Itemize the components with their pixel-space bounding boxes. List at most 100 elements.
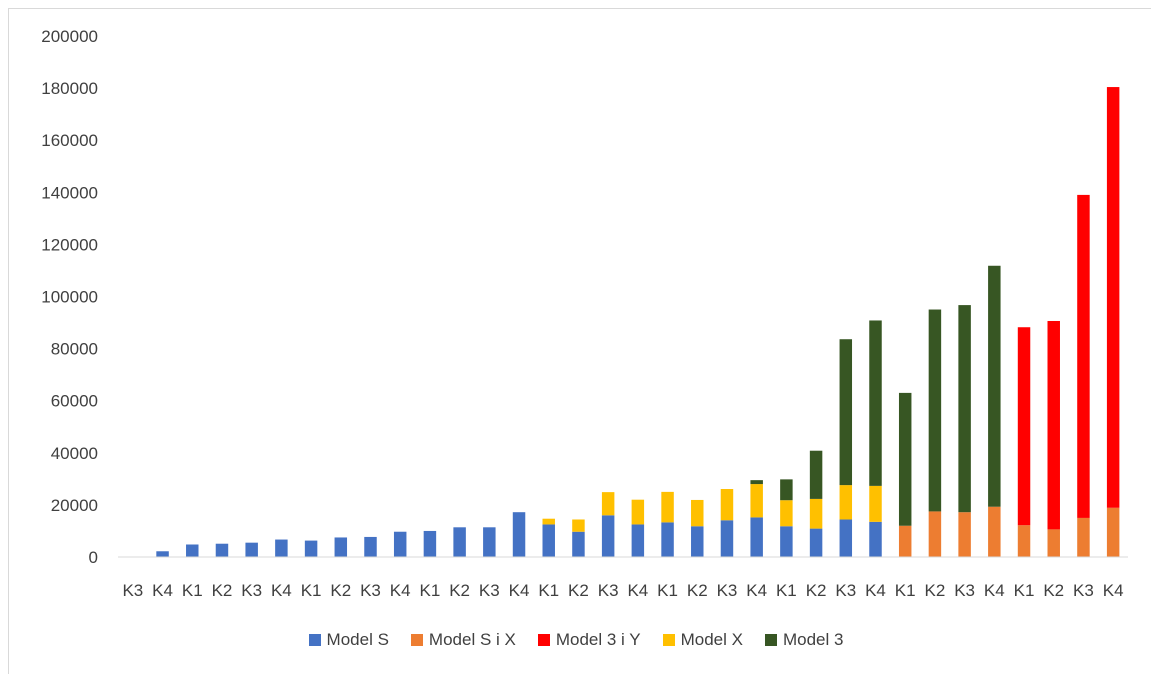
bar-segment-model-3 <box>958 305 971 513</box>
bar-segment-model-3 <box>898 392 912 526</box>
x-tick-label: K4 <box>627 581 648 600</box>
legend-swatch <box>764 634 777 646</box>
x-tick-label: K2 <box>568 581 589 600</box>
bar-segment-model-s <box>364 536 377 557</box>
x-tick-label: K4 <box>509 581 530 600</box>
bar-segment-model-s <box>780 526 793 557</box>
bar-segment-model-s-i-x <box>988 506 1001 557</box>
bar-segment-model-3 <box>928 309 942 512</box>
bar-segment-model-3 <box>750 480 763 485</box>
bar-segment-model-x <box>839 485 853 520</box>
bar-segment-model-s-i-x <box>1077 517 1090 557</box>
bar-segment-model-x <box>720 489 734 521</box>
x-tick-label: K4 <box>152 581 173 600</box>
x-tick-label: K1 <box>657 581 678 600</box>
x-tick-label: K3 <box>598 581 619 600</box>
bar-segment-model-x <box>542 518 555 525</box>
y-tick-label: 140000 <box>41 183 98 202</box>
bar-segment-model-s <box>512 512 526 557</box>
x-tick-label: K4 <box>746 581 767 600</box>
legend-item: Model S <box>308 630 389 650</box>
x-tick-label: K3 <box>717 581 738 600</box>
x-tick-label: K1 <box>776 581 797 600</box>
bar-segment-model-3-i-y <box>1017 327 1031 526</box>
bar-segment-model-3 <box>839 339 853 486</box>
bar-segment-model-x <box>780 500 793 527</box>
bar-segment-model-s <box>334 537 348 557</box>
bar-segment-model-s <box>453 527 466 557</box>
x-axis: K3 K4 K1 K2 K3 K4 K1 K2 K3 K4 K1 K2 K3 K4 K1 K2 K3 K4 K1 K2… <box>118 556 1128 600</box>
bar-segment-model-s <box>304 540 318 557</box>
legend-label: Model S i X <box>428 630 516 649</box>
x-tick-label: K3 <box>1073 581 1094 600</box>
bar-segment-model-s <box>245 542 258 557</box>
y-tick-label: 0 <box>89 548 98 567</box>
bar-segment-model-3 <box>869 320 882 486</box>
y-tick-label: 40000 <box>51 444 98 463</box>
legend-swatch <box>537 634 550 646</box>
bar-segment-model-s <box>215 543 229 557</box>
legend-swatch <box>662 634 675 646</box>
x-tick-label: K1 <box>182 581 203 600</box>
x-tick-label: K1 <box>301 581 322 600</box>
x-tick-label: K2 <box>449 581 470 600</box>
bars <box>156 87 1120 557</box>
bar-segment-model-3-i-y <box>1077 194 1090 518</box>
y-tick-label: 180000 <box>41 79 98 98</box>
legend-label: Model 3 <box>782 630 844 649</box>
x-tick-label: K2 <box>806 581 827 600</box>
legend-item: Model 3 <box>764 630 844 650</box>
bar-segment-model-3 <box>988 265 1001 507</box>
x-tick-label: K3 <box>122 581 143 600</box>
bar-segment-model-3 <box>780 479 793 501</box>
legend-item: Model 3 i Y <box>537 630 641 650</box>
x-tick-label: K4 <box>390 581 411 600</box>
x-tick-label: K1 <box>420 581 441 600</box>
bar-segment-model-s-i-x <box>928 511 942 557</box>
bar-segment-model-x <box>809 498 823 529</box>
bar-segment-model-s <box>572 531 585 557</box>
legend-label: Model 3 i Y <box>555 630 641 649</box>
y-tick-label: 200000 <box>41 27 98 46</box>
bar-segment-model-x <box>661 491 674 523</box>
bar-segment-model-s <box>839 519 853 557</box>
y-tick-label: 80000 <box>51 340 98 359</box>
bar-segment-model-x <box>572 519 585 532</box>
bar-segment-model-s <box>275 539 288 557</box>
bar-segment-model-s <box>423 530 437 557</box>
x-tick-label: K2 <box>687 581 708 600</box>
legend-item: Model S i X <box>410 630 516 650</box>
x-tick-label: K4 <box>984 581 1005 600</box>
bar-segment-model-3-i-y <box>1047 320 1060 530</box>
bar-segment-model-s <box>542 524 555 557</box>
x-tick-label: K1 <box>895 581 916 600</box>
bar-segment-model-3 <box>809 450 823 499</box>
bar-segment-model-s <box>156 551 169 557</box>
y-tick-label: 20000 <box>51 496 98 515</box>
bar-segment-model-s <box>869 521 882 557</box>
bar-segment-model-s-i-x <box>958 512 971 557</box>
bar-segment-model-s <box>720 520 734 557</box>
y-axis: 0 20000 40000 60000 80000 100000 120000 140000 1… <box>41 27 98 567</box>
bar-segment-model-s <box>186 544 199 557</box>
bar-segment-model-s-i-x <box>1047 529 1060 557</box>
x-tick-label: K2 <box>1043 581 1064 600</box>
legend-label: Model S <box>326 630 389 649</box>
y-tick-label: 100000 <box>41 288 98 307</box>
x-tick-label: K1 <box>1014 581 1035 600</box>
bar-segment-model-x <box>601 492 615 516</box>
legend-label: Model X <box>680 630 743 649</box>
bar-segment-model-s <box>661 522 674 557</box>
x-tick-label: K2 <box>925 581 946 600</box>
y-tick-label: 60000 <box>51 392 98 411</box>
x-tick-label: K3 <box>835 581 856 600</box>
x-tick-label: K4 <box>271 581 292 600</box>
x-tick-label: K3 <box>360 581 381 600</box>
bar-segment-model-3-i-y <box>1106 87 1120 508</box>
bar-segment-model-s <box>750 517 763 557</box>
bar-segment-model-s-i-x <box>1017 525 1031 557</box>
x-tick-label: K3 <box>954 581 975 600</box>
y-tick-label: 160000 <box>41 131 98 150</box>
bar-segment-model-s <box>631 524 645 557</box>
